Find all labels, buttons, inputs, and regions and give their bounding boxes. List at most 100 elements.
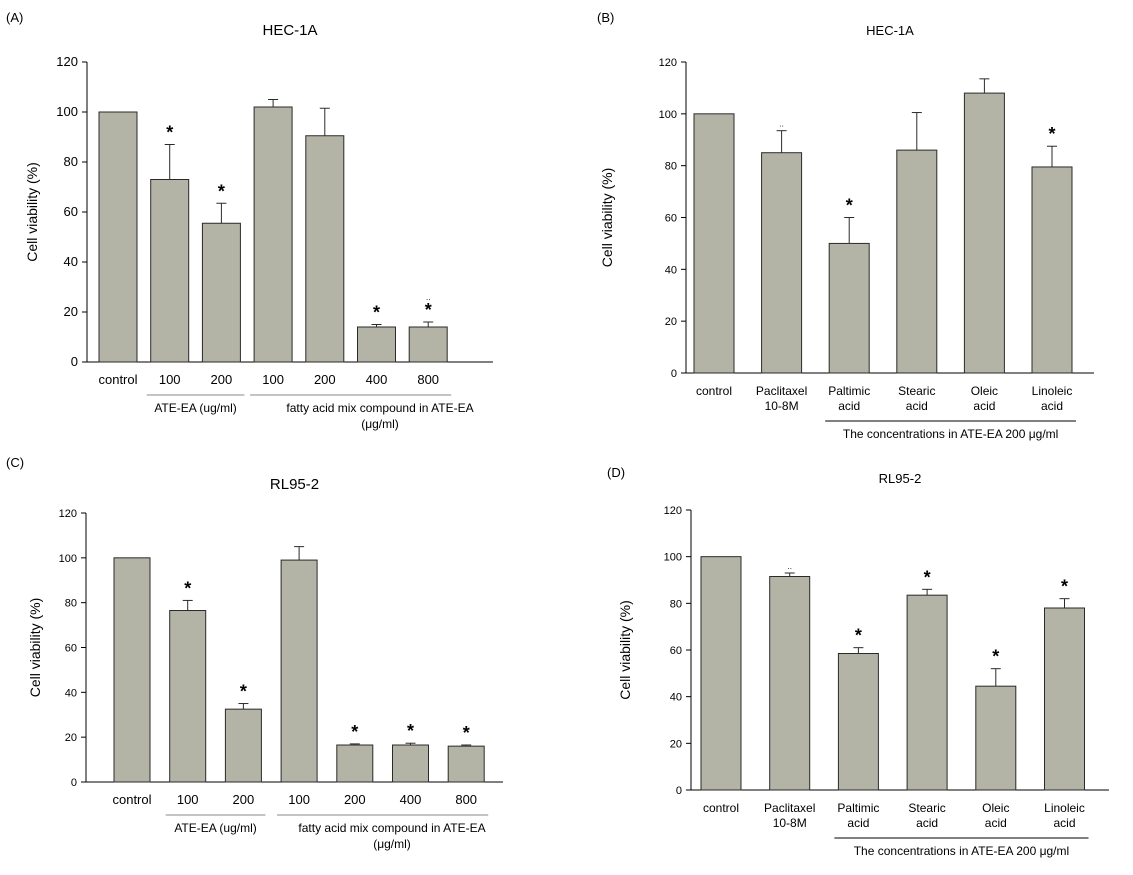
x-tick-label: Paltimic acid xyxy=(837,801,879,830)
y-axis-label: Cell viability (%) xyxy=(617,600,633,700)
bar xyxy=(392,744,429,783)
bar xyxy=(305,135,345,363)
bar xyxy=(1044,607,1085,791)
x-tick-label: 400 xyxy=(366,372,388,387)
significance-marker: * xyxy=(425,300,432,320)
bar xyxy=(837,653,879,791)
x-tick-label: 200 xyxy=(314,372,336,387)
x-tick-label: 100 xyxy=(177,792,199,807)
group-label-unit: (μg/ml) xyxy=(373,837,411,851)
group-label: fatty acid mix compound in ATE-EA xyxy=(298,821,485,835)
x-tick-label: control xyxy=(112,792,151,807)
group-label: fatty acid mix compound in ATE-EA xyxy=(286,401,473,415)
y-tick-label: 100 xyxy=(659,109,677,121)
x-tick-label: control xyxy=(98,372,137,387)
bar xyxy=(336,744,374,783)
significance-marker: * xyxy=(373,303,380,323)
group-label: The concentrations in ATE-EA 200 μg/ml xyxy=(854,844,1069,858)
y-tick-label: 80 xyxy=(65,598,77,610)
bar xyxy=(201,222,241,363)
x-tick-label: control xyxy=(703,801,739,815)
significance-marker: * xyxy=(166,123,173,143)
significance-marker: * xyxy=(184,578,191,598)
x-tick-label: Paltimic acid xyxy=(828,384,870,413)
y-tick-label: 60 xyxy=(665,213,677,225)
panel-d-rl952-individual-fatty-acids: (D) RL95-2 Cell viability (%) 0 20 40 60 80 100 1… xyxy=(607,465,1109,858)
y-tick-label: 120 xyxy=(659,57,677,69)
bar xyxy=(253,106,293,363)
significance-marker: * xyxy=(240,682,247,702)
x-tick-label: Oleic acid xyxy=(982,801,1009,830)
y-tick-label: 0 xyxy=(71,777,77,789)
bar xyxy=(700,556,742,791)
significance-marker: * xyxy=(1048,124,1055,144)
x-tick-label: 200 xyxy=(211,372,233,387)
y-tick-label: 120 xyxy=(59,508,77,520)
y-axis-label: Cell viability (%) xyxy=(599,168,615,268)
bar xyxy=(906,594,948,791)
y-tick-label: 60 xyxy=(65,643,77,655)
y-tick-label: 40 xyxy=(64,254,78,269)
bar xyxy=(169,610,207,783)
bar xyxy=(113,557,151,783)
panel-label: (C) xyxy=(6,455,24,470)
group-label: The concentrations in ATE-EA 200 μg/ml xyxy=(843,427,1058,441)
faint-mark: .. xyxy=(779,120,783,129)
bar xyxy=(447,745,485,783)
y-tick-label: 60 xyxy=(670,645,682,657)
x-tick-label: Stearic acid xyxy=(898,384,935,413)
y-tick-label: 0 xyxy=(671,368,677,380)
chart-title: RL95-2 xyxy=(879,471,922,486)
bar xyxy=(963,92,1005,374)
y-tick-label: 20 xyxy=(64,304,78,319)
x-tick-label: Paclitaxel 10-8M xyxy=(764,801,815,830)
y-tick-label: 20 xyxy=(670,738,682,750)
y-tick-label: 60 xyxy=(64,204,78,219)
bar xyxy=(280,559,318,783)
bar xyxy=(1031,166,1073,374)
panel-label: (B) xyxy=(597,10,614,25)
x-tick-label: 100 xyxy=(288,792,310,807)
y-tick-label: 80 xyxy=(670,598,682,610)
y-tick-label: 40 xyxy=(665,264,677,276)
y-tick-label: 0 xyxy=(676,785,682,797)
y-axis-label: Cell viability (%) xyxy=(24,162,40,262)
x-tick-label: 100 xyxy=(159,372,181,387)
x-tick-label: 800 xyxy=(417,372,439,387)
y-tick-label: 20 xyxy=(65,732,77,744)
y-tick-label: 120 xyxy=(664,505,682,517)
significance-marker: * xyxy=(463,723,470,743)
x-tick-label: 400 xyxy=(400,792,422,807)
bar xyxy=(224,708,262,783)
panel-b-hec1a-individual-fatty-acids: (B) HEC-1A Cell viability (%) 0 20 40 60 80 100 1… xyxy=(597,10,1094,441)
significance-marker: * xyxy=(218,181,225,201)
y-tick-label: 40 xyxy=(65,687,77,699)
y-tick-label: 20 xyxy=(665,316,677,328)
group-label: ATE-EA (ug/ml) xyxy=(174,821,256,835)
faint-mark: .. xyxy=(787,562,791,571)
bar xyxy=(693,113,735,374)
panel-label: (A) xyxy=(6,10,23,25)
significance-marker: * xyxy=(351,722,358,742)
y-tick-label: 120 xyxy=(56,54,78,69)
chart-title: RL95-2 xyxy=(270,476,319,493)
group-label-unit: (μg/ml) xyxy=(361,417,399,431)
bar xyxy=(828,242,870,374)
x-tick-label: control xyxy=(696,384,732,398)
significance-marker: * xyxy=(924,567,931,587)
x-tick-label: 200 xyxy=(344,792,366,807)
y-tick-label: 80 xyxy=(665,161,677,173)
x-tick-label: Linoleic acid xyxy=(1032,384,1073,413)
y-tick-label: 100 xyxy=(59,553,77,565)
significance-marker: * xyxy=(846,196,853,216)
y-tick-label: 0 xyxy=(71,354,78,369)
x-tick-label: 200 xyxy=(233,792,255,807)
y-axis-label: Cell viability (%) xyxy=(27,598,43,698)
x-tick-label: Oleic acid xyxy=(971,384,998,413)
chart-title: HEC-1A xyxy=(262,22,317,39)
x-tick-label: Linoleic acid xyxy=(1044,801,1085,830)
significance-marker: * xyxy=(407,721,414,741)
x-tick-label: 100 xyxy=(262,372,284,387)
bar xyxy=(408,326,448,363)
